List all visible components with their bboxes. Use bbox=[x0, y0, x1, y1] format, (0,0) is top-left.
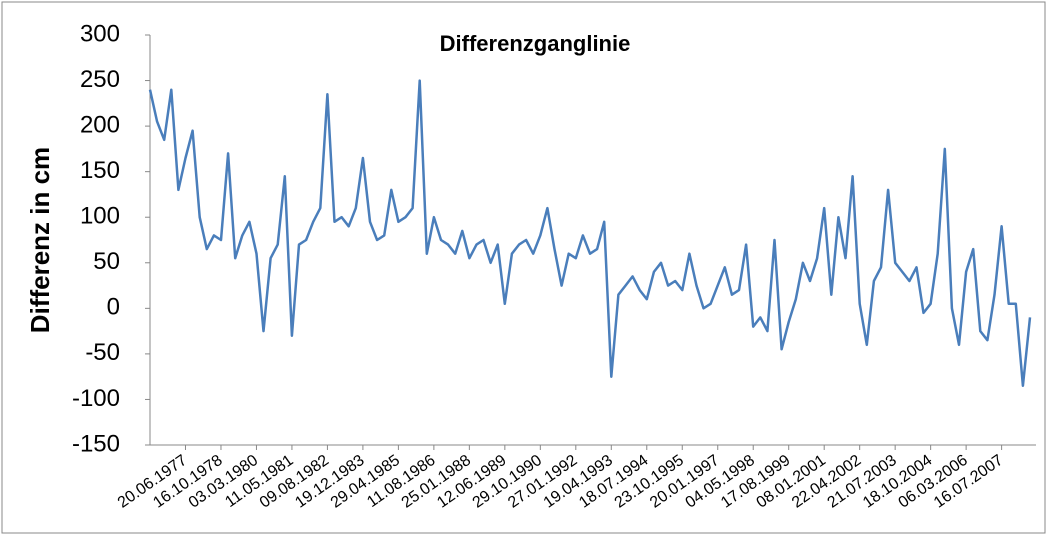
y-tick-label: 200 bbox=[80, 111, 120, 138]
y-tick-label: -50 bbox=[85, 339, 120, 366]
y-tick-label: 300 bbox=[80, 20, 120, 47]
y-axis-label: Differenz in cm bbox=[25, 147, 55, 333]
y-tick-label: -100 bbox=[72, 385, 120, 412]
y-tick-label: 150 bbox=[80, 157, 120, 184]
chart-title: Differenzganglinie bbox=[440, 31, 631, 56]
y-tick-label: 250 bbox=[80, 66, 120, 93]
y-tick-label: 0 bbox=[107, 294, 120, 321]
y-tick-label: 100 bbox=[80, 203, 120, 230]
y-tick-label: 50 bbox=[93, 248, 120, 275]
data-line bbox=[148, 79, 1032, 388]
y-tick-label: -150 bbox=[72, 430, 120, 457]
